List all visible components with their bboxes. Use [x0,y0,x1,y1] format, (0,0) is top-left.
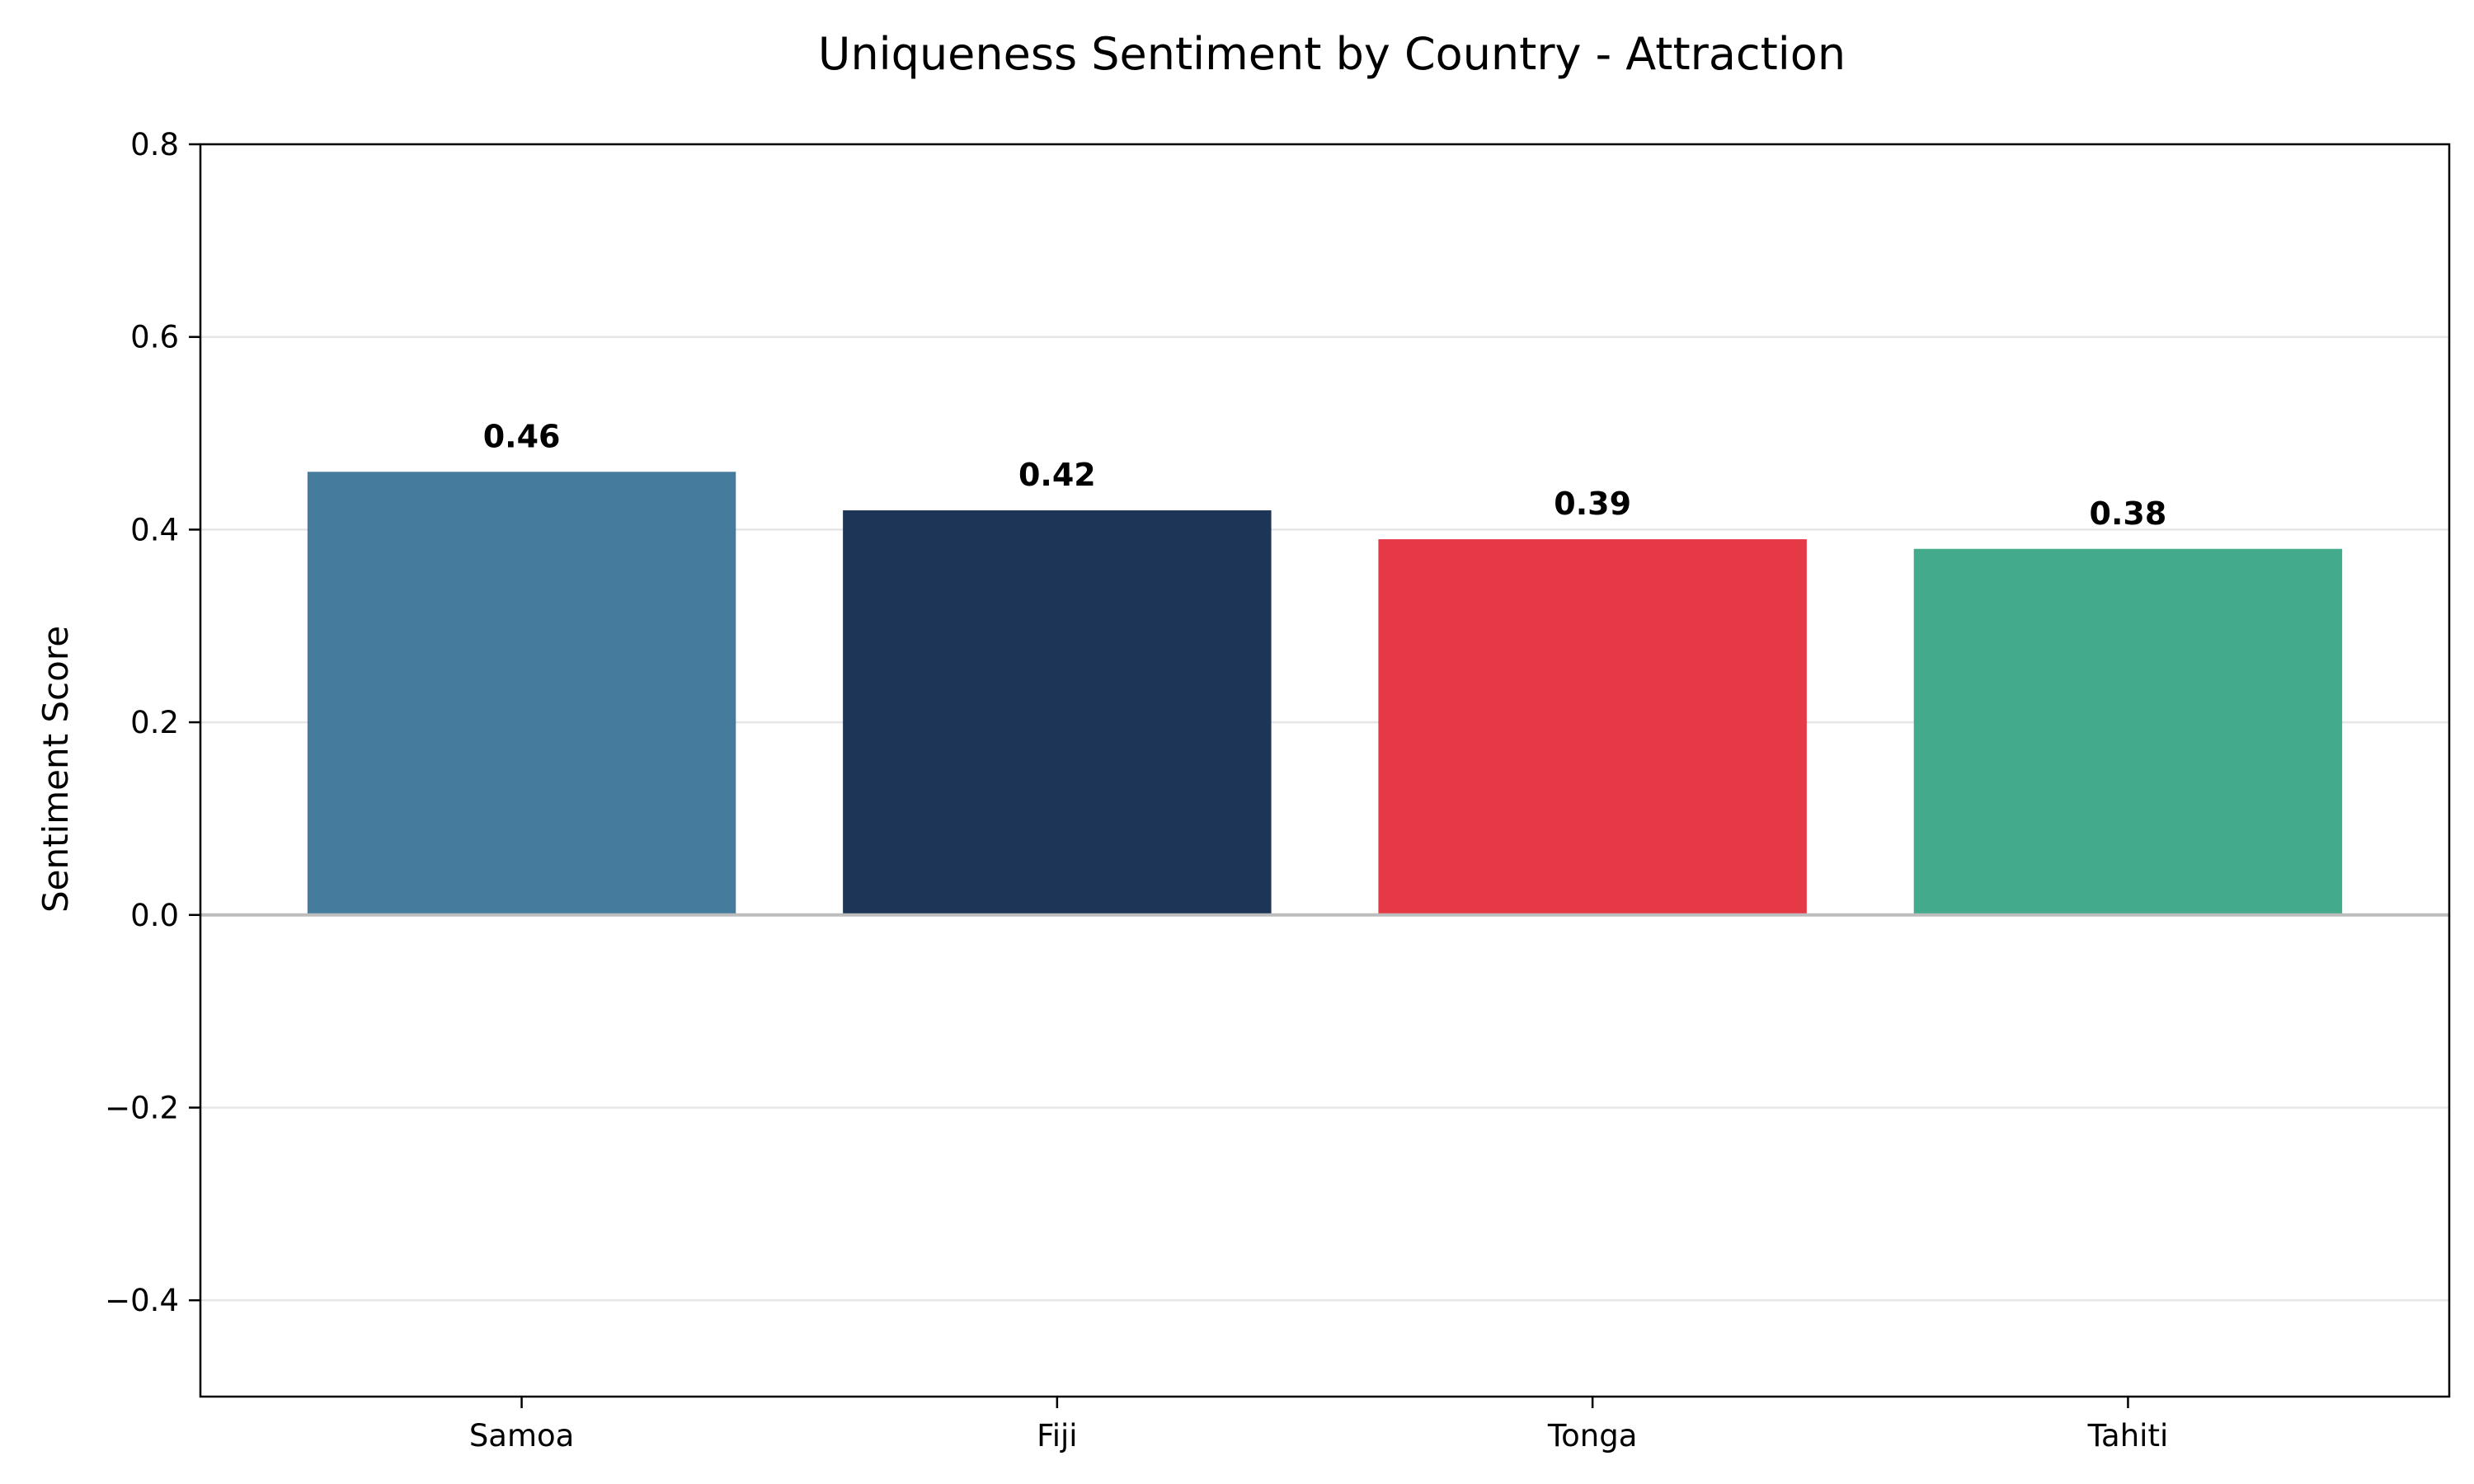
bar [1913,548,2343,915]
x-tick-label: Tonga [1547,1418,1638,1453]
x-tick-label: Fiji [1037,1418,1077,1453]
y-tick-label: 0.8 [130,127,179,162]
bars [307,472,2343,915]
bar-value-label: 0.39 [1554,486,1631,522]
y-tick-label: 0.4 [130,512,179,547]
bar [307,472,736,915]
bar [843,510,1272,915]
y-axis-ticks: −0.4 −0.2 0.0 0.2 0.4 0.6 0.8 [105,127,200,1318]
y-tick-label: 0.2 [130,705,179,740]
y-tick-label: 0.0 [130,898,179,933]
y-tick-label: −0.4 [105,1283,179,1318]
y-axis-label: Sentiment Score [35,626,76,913]
plot-frame [199,143,2451,1398]
bar-value-label: 0.46 [483,418,561,454]
x-tick-label: Samoa [469,1418,575,1453]
y-tick-label: 0.6 [130,320,179,355]
bar-value-label: 0.38 [2090,495,2167,532]
bar-value-label: 0.42 [1018,457,1096,493]
chart-title: Uniqueness Sentiment by Country - Attrac… [818,28,1846,80]
y-tick-label: −0.2 [105,1090,179,1125]
x-tick-label: Tahiti [2087,1418,2169,1453]
value-labels: 0.46 0.42 0.39 0.38 [483,418,2167,531]
x-axis-ticks: Samoa Fiji Tonga Tahiti [469,1397,2168,1453]
bar [1378,539,1807,915]
